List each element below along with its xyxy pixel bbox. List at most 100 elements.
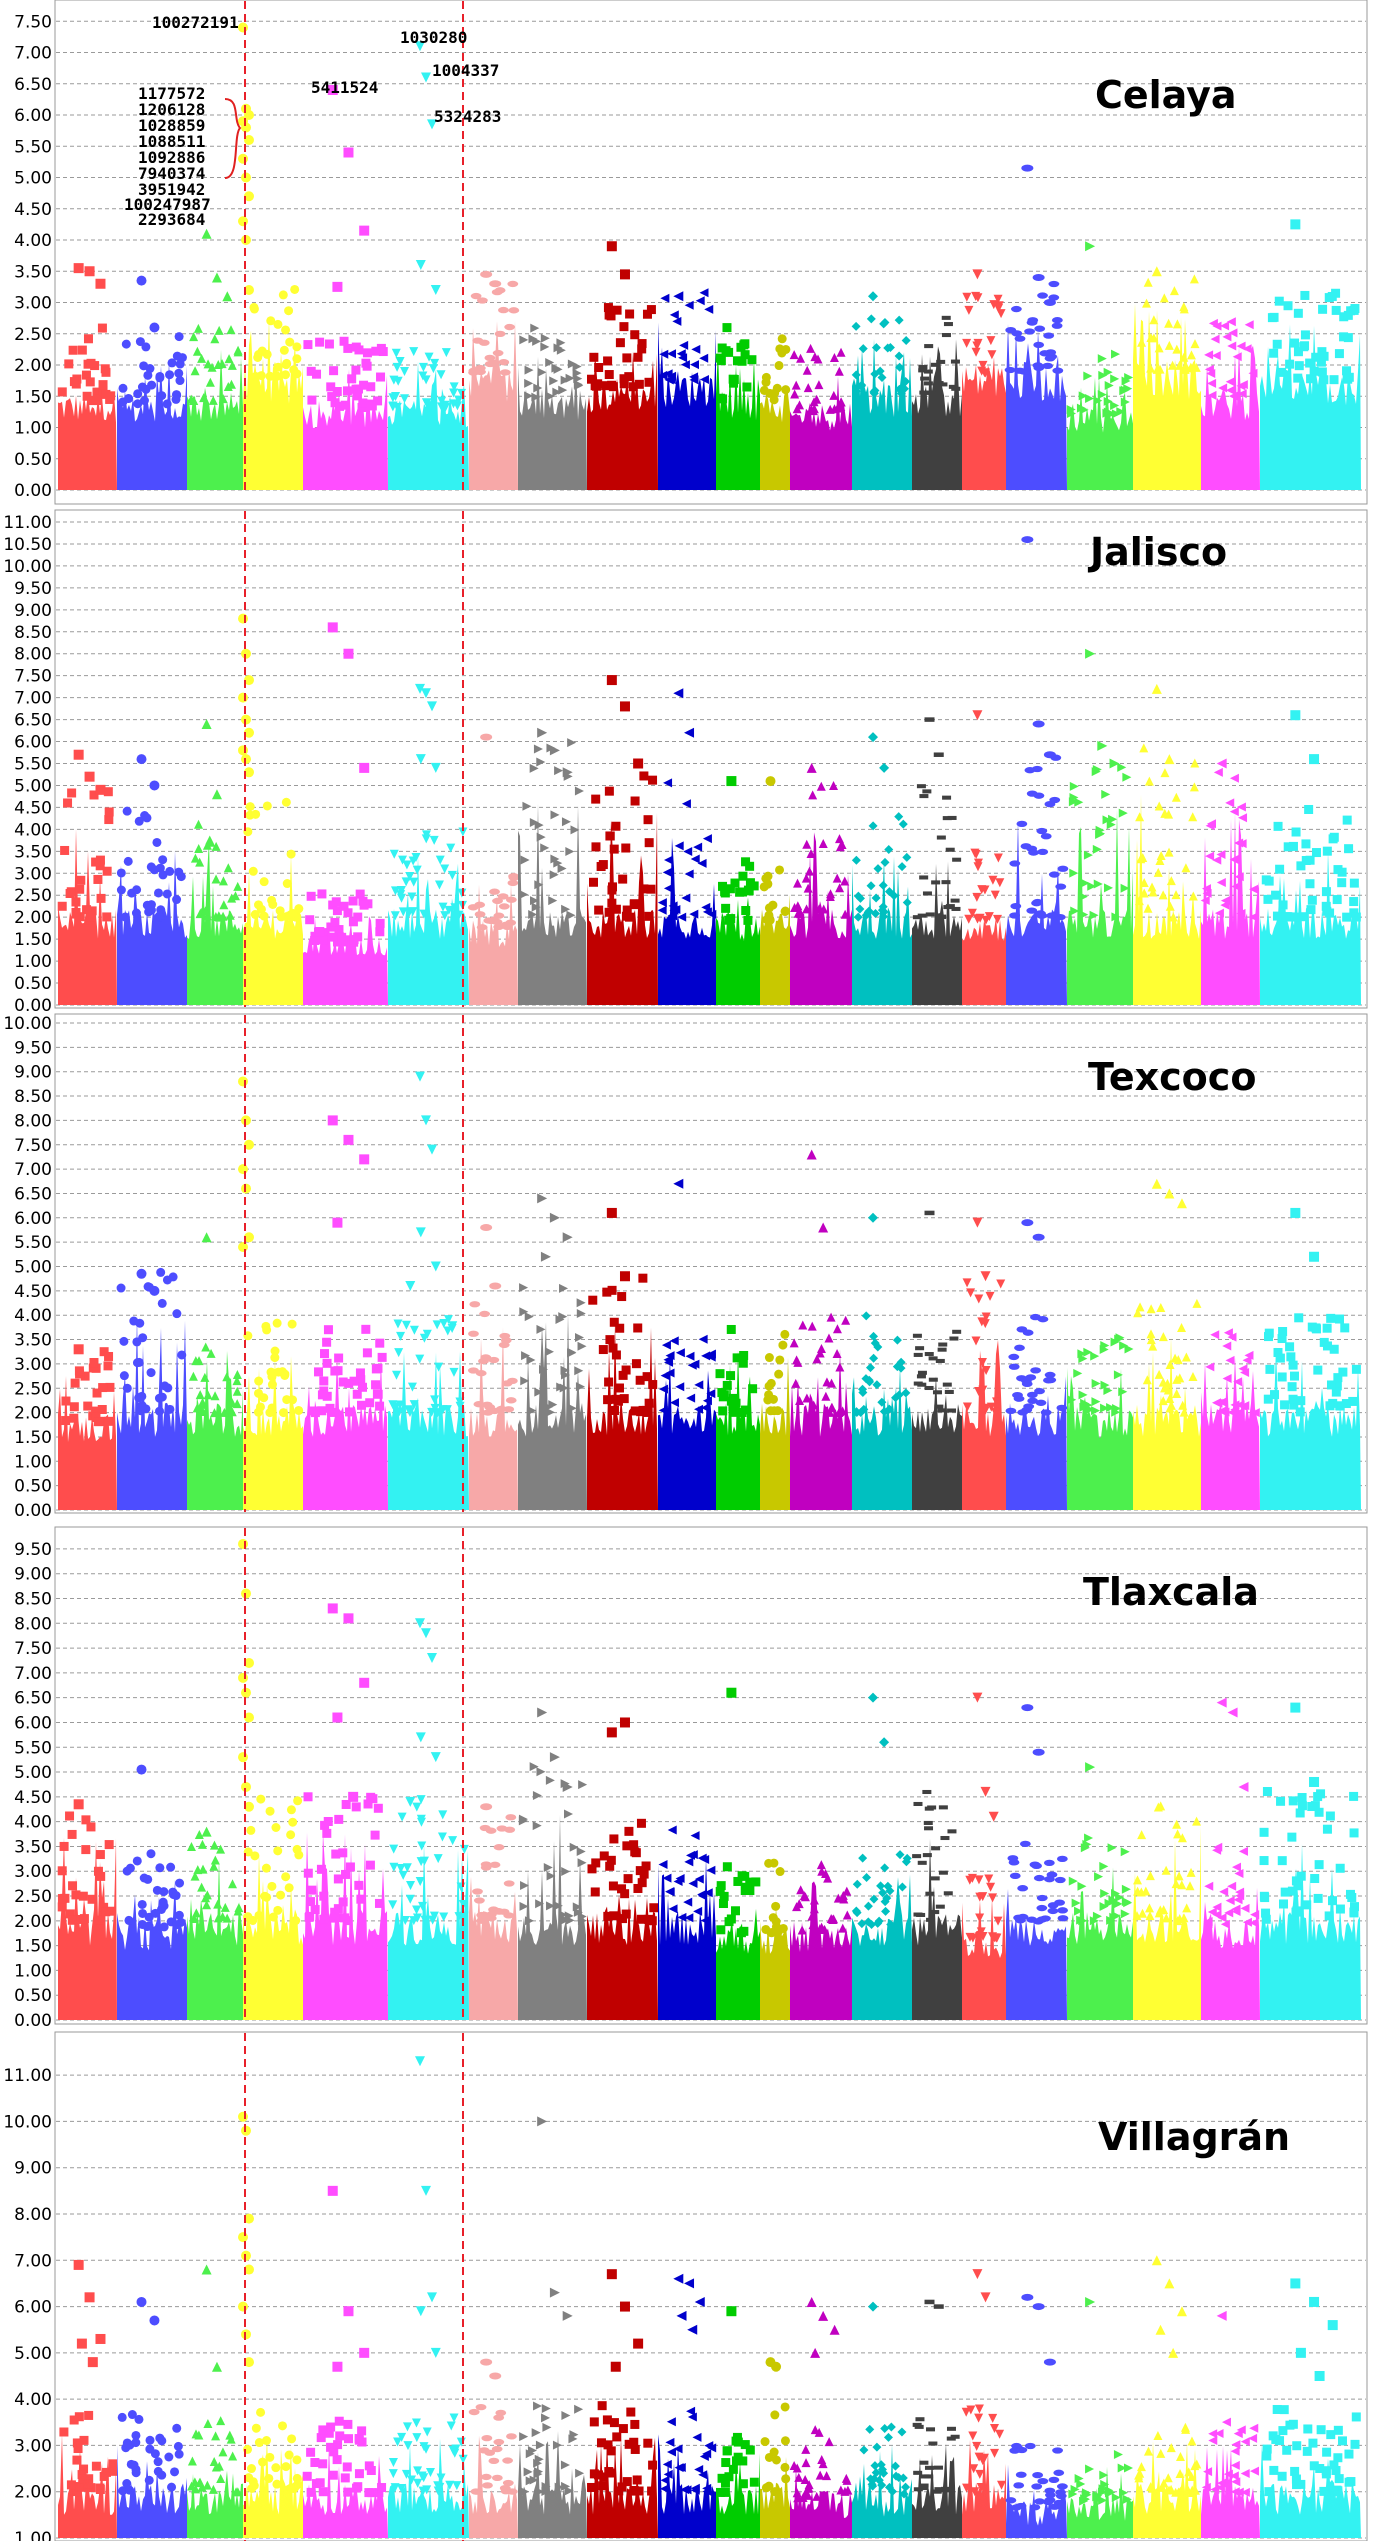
y-tick-label: 4.00: [14, 820, 52, 840]
snp-point: [649, 1903, 659, 1913]
significant-snp-point: [726, 1687, 737, 1698]
snp-point: [1187, 2471, 1197, 2481]
significant-snp-point: [980, 1786, 991, 1797]
snp-point: [1234, 838, 1244, 848]
snp-point: [331, 1849, 341, 1859]
snp-point: [57, 1902, 67, 1912]
significant-snp-point: [95, 784, 106, 795]
snp-point: [362, 1348, 372, 1358]
snp-point: [1230, 2487, 1240, 2497]
snp-point: [338, 1897, 348, 1907]
snp-point: [129, 1316, 139, 1326]
y-tick-label: 10.50: [3, 535, 52, 555]
snp-point: [339, 336, 349, 346]
snp-point: [273, 1905, 283, 1915]
snp-point: [292, 342, 302, 352]
snp-point: [1057, 1915, 1069, 1922]
snp-point: [1313, 1893, 1323, 1903]
snp-point: [716, 1881, 726, 1891]
snp-point: [962, 1402, 972, 1412]
snp-point: [870, 385, 880, 395]
snp-point: [1326, 1380, 1336, 1390]
y-tick-label: 2.00: [14, 1404, 52, 1424]
snp-point: [1036, 1894, 1048, 1902]
snp-point: [94, 1417, 104, 1427]
snp-point: [742, 382, 752, 392]
snp-point: [561, 2481, 571, 2491]
snp-point: [1175, 2468, 1185, 2478]
snp-point: [1155, 855, 1165, 865]
snp-point: [609, 1834, 619, 1844]
snp-point: [1192, 1298, 1202, 1308]
snp-point: [277, 2421, 287, 2431]
snp-point: [763, 871, 773, 881]
snp-point: [388, 2469, 398, 2479]
snp-point: [1035, 910, 1046, 917]
snp-point: [880, 857, 890, 867]
snp-point: [1021, 1380, 1033, 1388]
snp-point: [1092, 844, 1102, 854]
snp-point: [772, 383, 782, 393]
snp-point: [937, 914, 947, 920]
snp-point: [1270, 1390, 1280, 1400]
snp-point: [951, 906, 961, 911]
significant-snp-point: [238, 1752, 248, 1763]
snp-point: [629, 2437, 639, 2447]
snp-point: [974, 2404, 984, 2414]
snp-point: [1342, 815, 1352, 825]
snp-point: [978, 1385, 988, 1395]
snp-point: [491, 2445, 503, 2453]
chromosome-band: [58, 1837, 117, 2020]
snp-point: [700, 1916, 710, 1926]
snp-point: [609, 844, 619, 854]
snp-point: [282, 358, 292, 368]
snp-point: [825, 404, 835, 414]
y-tick-label: 6.50: [14, 711, 52, 731]
snp-point: [1235, 1400, 1245, 1410]
snp-point: [342, 386, 352, 396]
snp-point: [938, 1342, 948, 1347]
snp-point: [305, 915, 315, 925]
snp-point: [351, 384, 361, 394]
snp-point: [1341, 1399, 1351, 1409]
snp-point: [170, 2467, 180, 2477]
snp-point: [1145, 1911, 1155, 1921]
snp-point: [417, 2471, 427, 2481]
significant-snp-point: [415, 260, 426, 270]
snp-point: [690, 2483, 700, 2493]
snp-point: [570, 825, 580, 835]
snp-point: [539, 1364, 549, 1374]
snp-point: [735, 887, 745, 897]
snp-point: [1333, 2453, 1343, 2463]
snp-point: [1189, 274, 1199, 284]
significant-snp-point: [430, 285, 441, 295]
significant-snp-point: [332, 2361, 343, 2372]
snp-point: [536, 1324, 546, 1334]
snp-point: [816, 1344, 826, 1354]
snp-point: [943, 322, 953, 327]
snp-point: [1295, 1407, 1305, 1417]
snp-point: [127, 2410, 137, 2420]
snp-point: [962, 338, 972, 348]
snp-point: [405, 1894, 415, 1904]
snp-point: [826, 889, 836, 899]
snp-point: [84, 2474, 94, 2484]
snp-point: [1044, 355, 1056, 362]
snp-point: [365, 1398, 375, 1408]
snp-point: [145, 2444, 155, 2454]
snp-point: [256, 904, 266, 914]
snp-point: [1154, 801, 1164, 811]
snp-point: [851, 855, 861, 865]
snp-point: [326, 2422, 336, 2432]
snp-point: [1231, 881, 1241, 891]
snp-point: [689, 909, 699, 919]
snp-point: [535, 2487, 545, 2497]
snp-point: [478, 1357, 489, 1365]
snp-point: [317, 1406, 327, 1416]
snp-label: 2293684: [138, 210, 205, 229]
significant-snp-point: [244, 2264, 254, 2275]
significant-snp-point: [1151, 683, 1162, 694]
snp-point: [1305, 879, 1315, 889]
snp-point: [824, 2437, 834, 2447]
snp-point: [1052, 367, 1064, 374]
